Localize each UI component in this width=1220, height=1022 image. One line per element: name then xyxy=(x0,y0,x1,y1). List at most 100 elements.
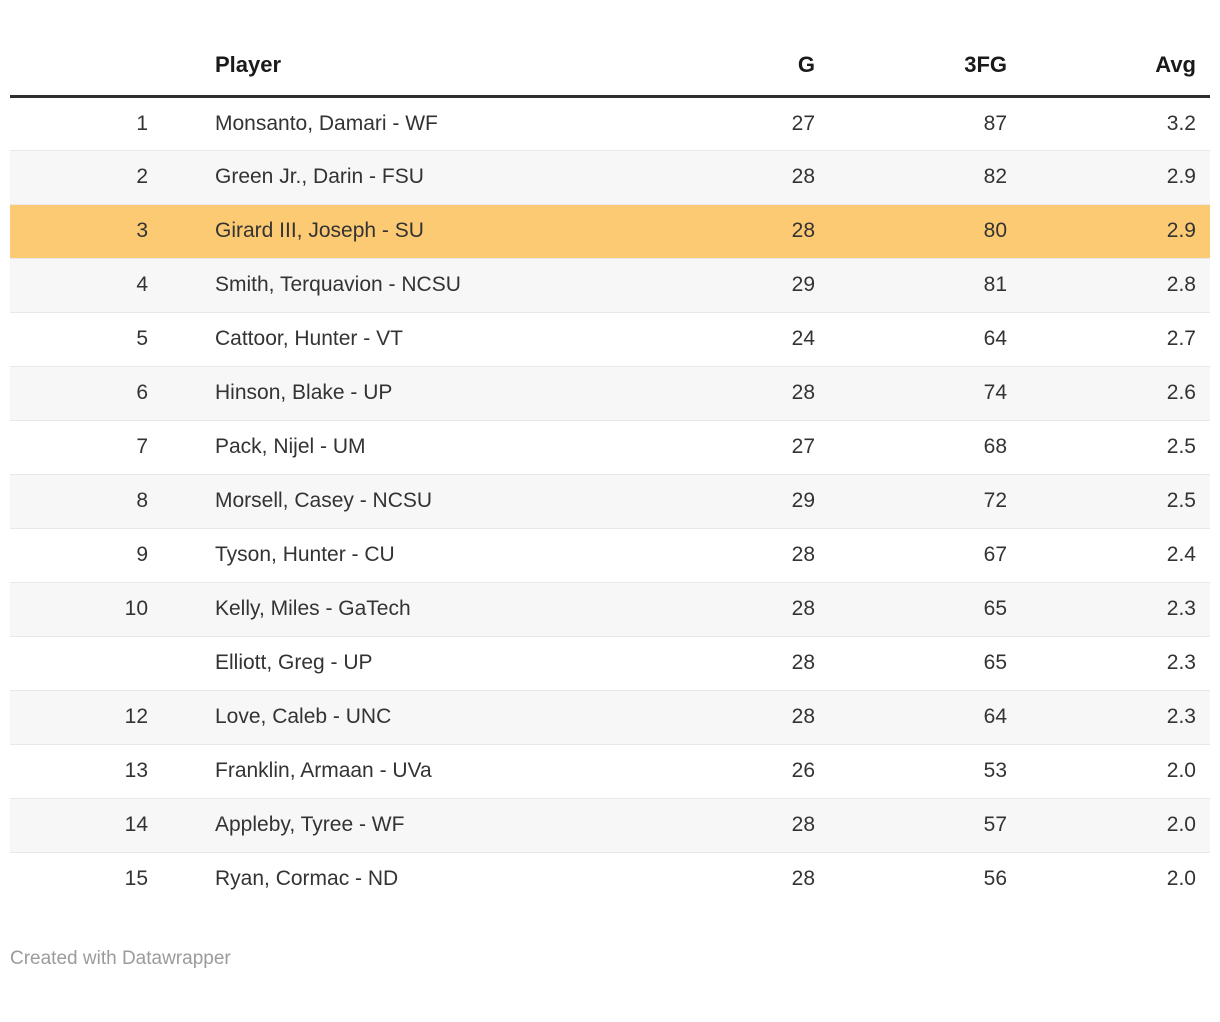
games-cell: 28 xyxy=(598,203,823,258)
player-cell: Morsell, Casey - NCSU xyxy=(148,473,598,528)
rank-cell xyxy=(10,635,148,690)
3fg-cell: 65 xyxy=(823,581,1015,636)
player-cell: Pack, Nijel - UM xyxy=(148,419,598,474)
games-cell: 28 xyxy=(598,365,823,420)
stats-table-container: Player G 3FG Avg 1 Monsanto, Damari - WF… xyxy=(10,36,1210,906)
table-row: 12 Love, Caleb - UNC 28 64 2.3 xyxy=(10,689,1210,744)
table-row: 14 Appleby, Tyree - WF 28 57 2.0 xyxy=(10,797,1210,852)
3fg-cell: 68 xyxy=(823,419,1015,474)
3fg-cell: 53 xyxy=(823,743,1015,798)
avg-cell: 2.3 xyxy=(1015,635,1210,690)
avg-cell: 2.4 xyxy=(1015,527,1210,582)
rank-cell: 4 xyxy=(10,257,148,312)
player-cell: Hinson, Blake - UP xyxy=(148,365,598,420)
player-cell: Cattoor, Hunter - VT xyxy=(148,311,598,366)
rank-cell: 1 xyxy=(136,111,148,135)
player-header: Player xyxy=(148,36,598,98)
3fg-cell: 56 xyxy=(823,851,1015,906)
rank-cell: 3 xyxy=(10,203,148,258)
table-row: 5 Cattoor, Hunter - VT 24 64 2.7 xyxy=(10,311,1210,366)
rank-cell: 8 xyxy=(10,473,148,528)
player-cell: Green Jr., Darin - FSU xyxy=(148,149,598,204)
3fg-cell: 87 xyxy=(983,111,1007,135)
rank-cell: 12 xyxy=(10,689,148,744)
3fg-cell: 81 xyxy=(823,257,1015,312)
games-cell: 27 xyxy=(598,419,823,474)
player-cell: Tyson, Hunter - CU xyxy=(148,527,598,582)
avg-cell: 2.6 xyxy=(1015,365,1210,420)
3fg-header: 3FG xyxy=(823,36,1015,98)
avg-cell: 2.9 xyxy=(1015,149,1210,204)
games-cell: 28 xyxy=(598,149,823,204)
rank-cell: 13 xyxy=(10,743,148,798)
rank-cell: 7 xyxy=(10,419,148,474)
3fg-cell: 67 xyxy=(823,527,1015,582)
avg-cell: 2.0 xyxy=(1015,743,1210,798)
table-row: 4 Smith, Terquavion - NCSU 29 81 2.8 xyxy=(10,257,1210,312)
player-cell: Appleby, Tyree - WF xyxy=(148,797,598,852)
avg-cell: 2.7 xyxy=(1015,311,1210,366)
3fg-cell: 57 xyxy=(823,797,1015,852)
table-row-highlighted: 3 Girard III, Joseph - SU 28 80 2.9 xyxy=(10,203,1210,258)
player-cell: Ryan, Cormac - ND xyxy=(148,851,598,906)
avg-cell: 2.0 xyxy=(1015,797,1210,852)
table-row: 7 Pack, Nijel - UM 27 68 2.5 xyxy=(10,419,1210,474)
3fg-cell: 80 xyxy=(823,203,1015,258)
table-row: 15 Ryan, Cormac - ND 28 56 2.0 xyxy=(10,851,1210,906)
avg-cell: 2.3 xyxy=(1015,689,1210,744)
avg-cell: 2.5 xyxy=(1015,473,1210,528)
avg-header: Avg xyxy=(1015,36,1210,98)
3fg-cell: 64 xyxy=(823,689,1015,744)
table-row: 13 Franklin, Armaan - UVa 26 53 2.0 xyxy=(10,743,1210,798)
avg-cell: 2.8 xyxy=(1015,257,1210,312)
player-cell: Franklin, Armaan - UVa xyxy=(148,743,598,798)
games-header: G xyxy=(598,36,823,98)
rank-header xyxy=(10,36,148,98)
games-cell: 28 xyxy=(598,689,823,744)
games-cell: 26 xyxy=(598,743,823,798)
table-body: 1 Monsanto, Damari - WF 27 87 3.2 2 Gree… xyxy=(10,96,1210,906)
table-row: 6 Hinson, Blake - UP 28 74 2.6 xyxy=(10,365,1210,420)
avg-cell: 2.3 xyxy=(1015,581,1210,636)
player-cell: Kelly, Miles - GaTech xyxy=(148,581,598,636)
3fg-cell: 64 xyxy=(823,311,1015,366)
player-cell: Love, Caleb - UNC xyxy=(148,689,598,744)
games-cell: 28 xyxy=(598,527,823,582)
table-row: 10 Kelly, Miles - GaTech 28 65 2.3 xyxy=(10,581,1210,636)
player-cell: Elliott, Greg - UP xyxy=(148,635,598,690)
table-header: Player G 3FG Avg xyxy=(10,36,1210,98)
rank-cell: 6 xyxy=(10,365,148,420)
player-cell: Monsanto, Damari - WF xyxy=(215,111,438,135)
avg-cell: 2.5 xyxy=(1015,419,1210,474)
games-cell: 27 xyxy=(791,111,815,135)
three-point-leaders-table: Player G 3FG Avg 1 Monsanto, Damari - WF… xyxy=(10,36,1210,906)
avg-cell: 3.2 xyxy=(1166,111,1196,135)
3fg-cell: 65 xyxy=(823,635,1015,690)
player-cell: Smith, Terquavion - NCSU xyxy=(148,257,598,312)
rank-cell: 9 xyxy=(10,527,148,582)
rank-cell: 5 xyxy=(10,311,148,366)
3fg-cell: 74 xyxy=(823,365,1015,420)
datawrapper-attribution: Created with Datawrapper xyxy=(10,948,231,969)
games-cell: 24 xyxy=(598,311,823,366)
table-row: 9 Tyson, Hunter - CU 28 67 2.4 xyxy=(10,527,1210,582)
rank-cell: 15 xyxy=(10,851,148,906)
games-cell: 29 xyxy=(598,473,823,528)
games-cell: 28 xyxy=(598,797,823,852)
rank-cell: 10 xyxy=(10,581,148,636)
3fg-cell: 82 xyxy=(823,149,1015,204)
table-row: 1 Monsanto, Damari - WF 27 87 3.2 xyxy=(10,96,1210,150)
table-row: Elliott, Greg - UP 28 65 2.3 xyxy=(10,635,1210,690)
rank-cell: 14 xyxy=(10,797,148,852)
3fg-cell: 72 xyxy=(823,473,1015,528)
table-row: 8 Morsell, Casey - NCSU 29 72 2.5 xyxy=(10,473,1210,528)
games-cell: 28 xyxy=(598,581,823,636)
header-row: Player G 3FG Avg xyxy=(10,36,1210,98)
player-cell: Girard III, Joseph - SU xyxy=(148,203,598,258)
table-row: 2 Green Jr., Darin - FSU 28 82 2.9 xyxy=(10,149,1210,204)
games-cell: 28 xyxy=(598,851,823,906)
avg-cell: 2.9 xyxy=(1015,203,1210,258)
avg-cell: 2.0 xyxy=(1015,851,1210,906)
games-cell: 29 xyxy=(598,257,823,312)
games-cell: 28 xyxy=(598,635,823,690)
